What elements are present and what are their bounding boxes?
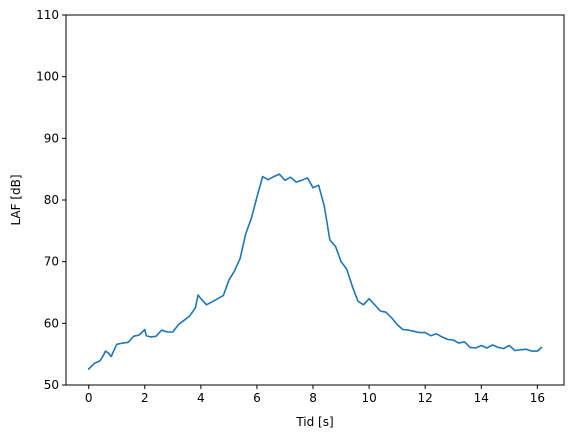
x-tick-label: 10 [361, 391, 376, 405]
x-tick-label: 8 [309, 391, 317, 405]
y-tick-label: 100 [36, 70, 59, 84]
y-axis-label: LAF [dB] [9, 174, 23, 225]
y-tick-label: 90 [44, 131, 59, 145]
x-tick-label: 6 [253, 391, 261, 405]
y-tick-label: 50 [44, 378, 59, 392]
x-tick-label: 0 [85, 391, 93, 405]
x-tick-label: 4 [197, 391, 205, 405]
x-axis-ticks: 0 2 4 6 8 10 12 14 16 [85, 385, 545, 405]
x-tick-label: 14 [474, 391, 489, 405]
x-tick-label: 12 [418, 391, 433, 405]
y-tick-label: 60 [44, 316, 59, 330]
x-tick-label: 2 [141, 391, 149, 405]
x-tick-label: 16 [530, 391, 545, 405]
y-axis-ticks: 50 60 70 80 90 100 110 [36, 8, 66, 392]
x-axis-label: Tid [s] [295, 415, 333, 429]
y-tick-label: 110 [36, 8, 59, 22]
series-layer [87, 173, 543, 370]
y-tick-label: 80 [44, 193, 59, 207]
y-tick-label: 70 [44, 255, 59, 269]
series-line [87, 173, 543, 370]
